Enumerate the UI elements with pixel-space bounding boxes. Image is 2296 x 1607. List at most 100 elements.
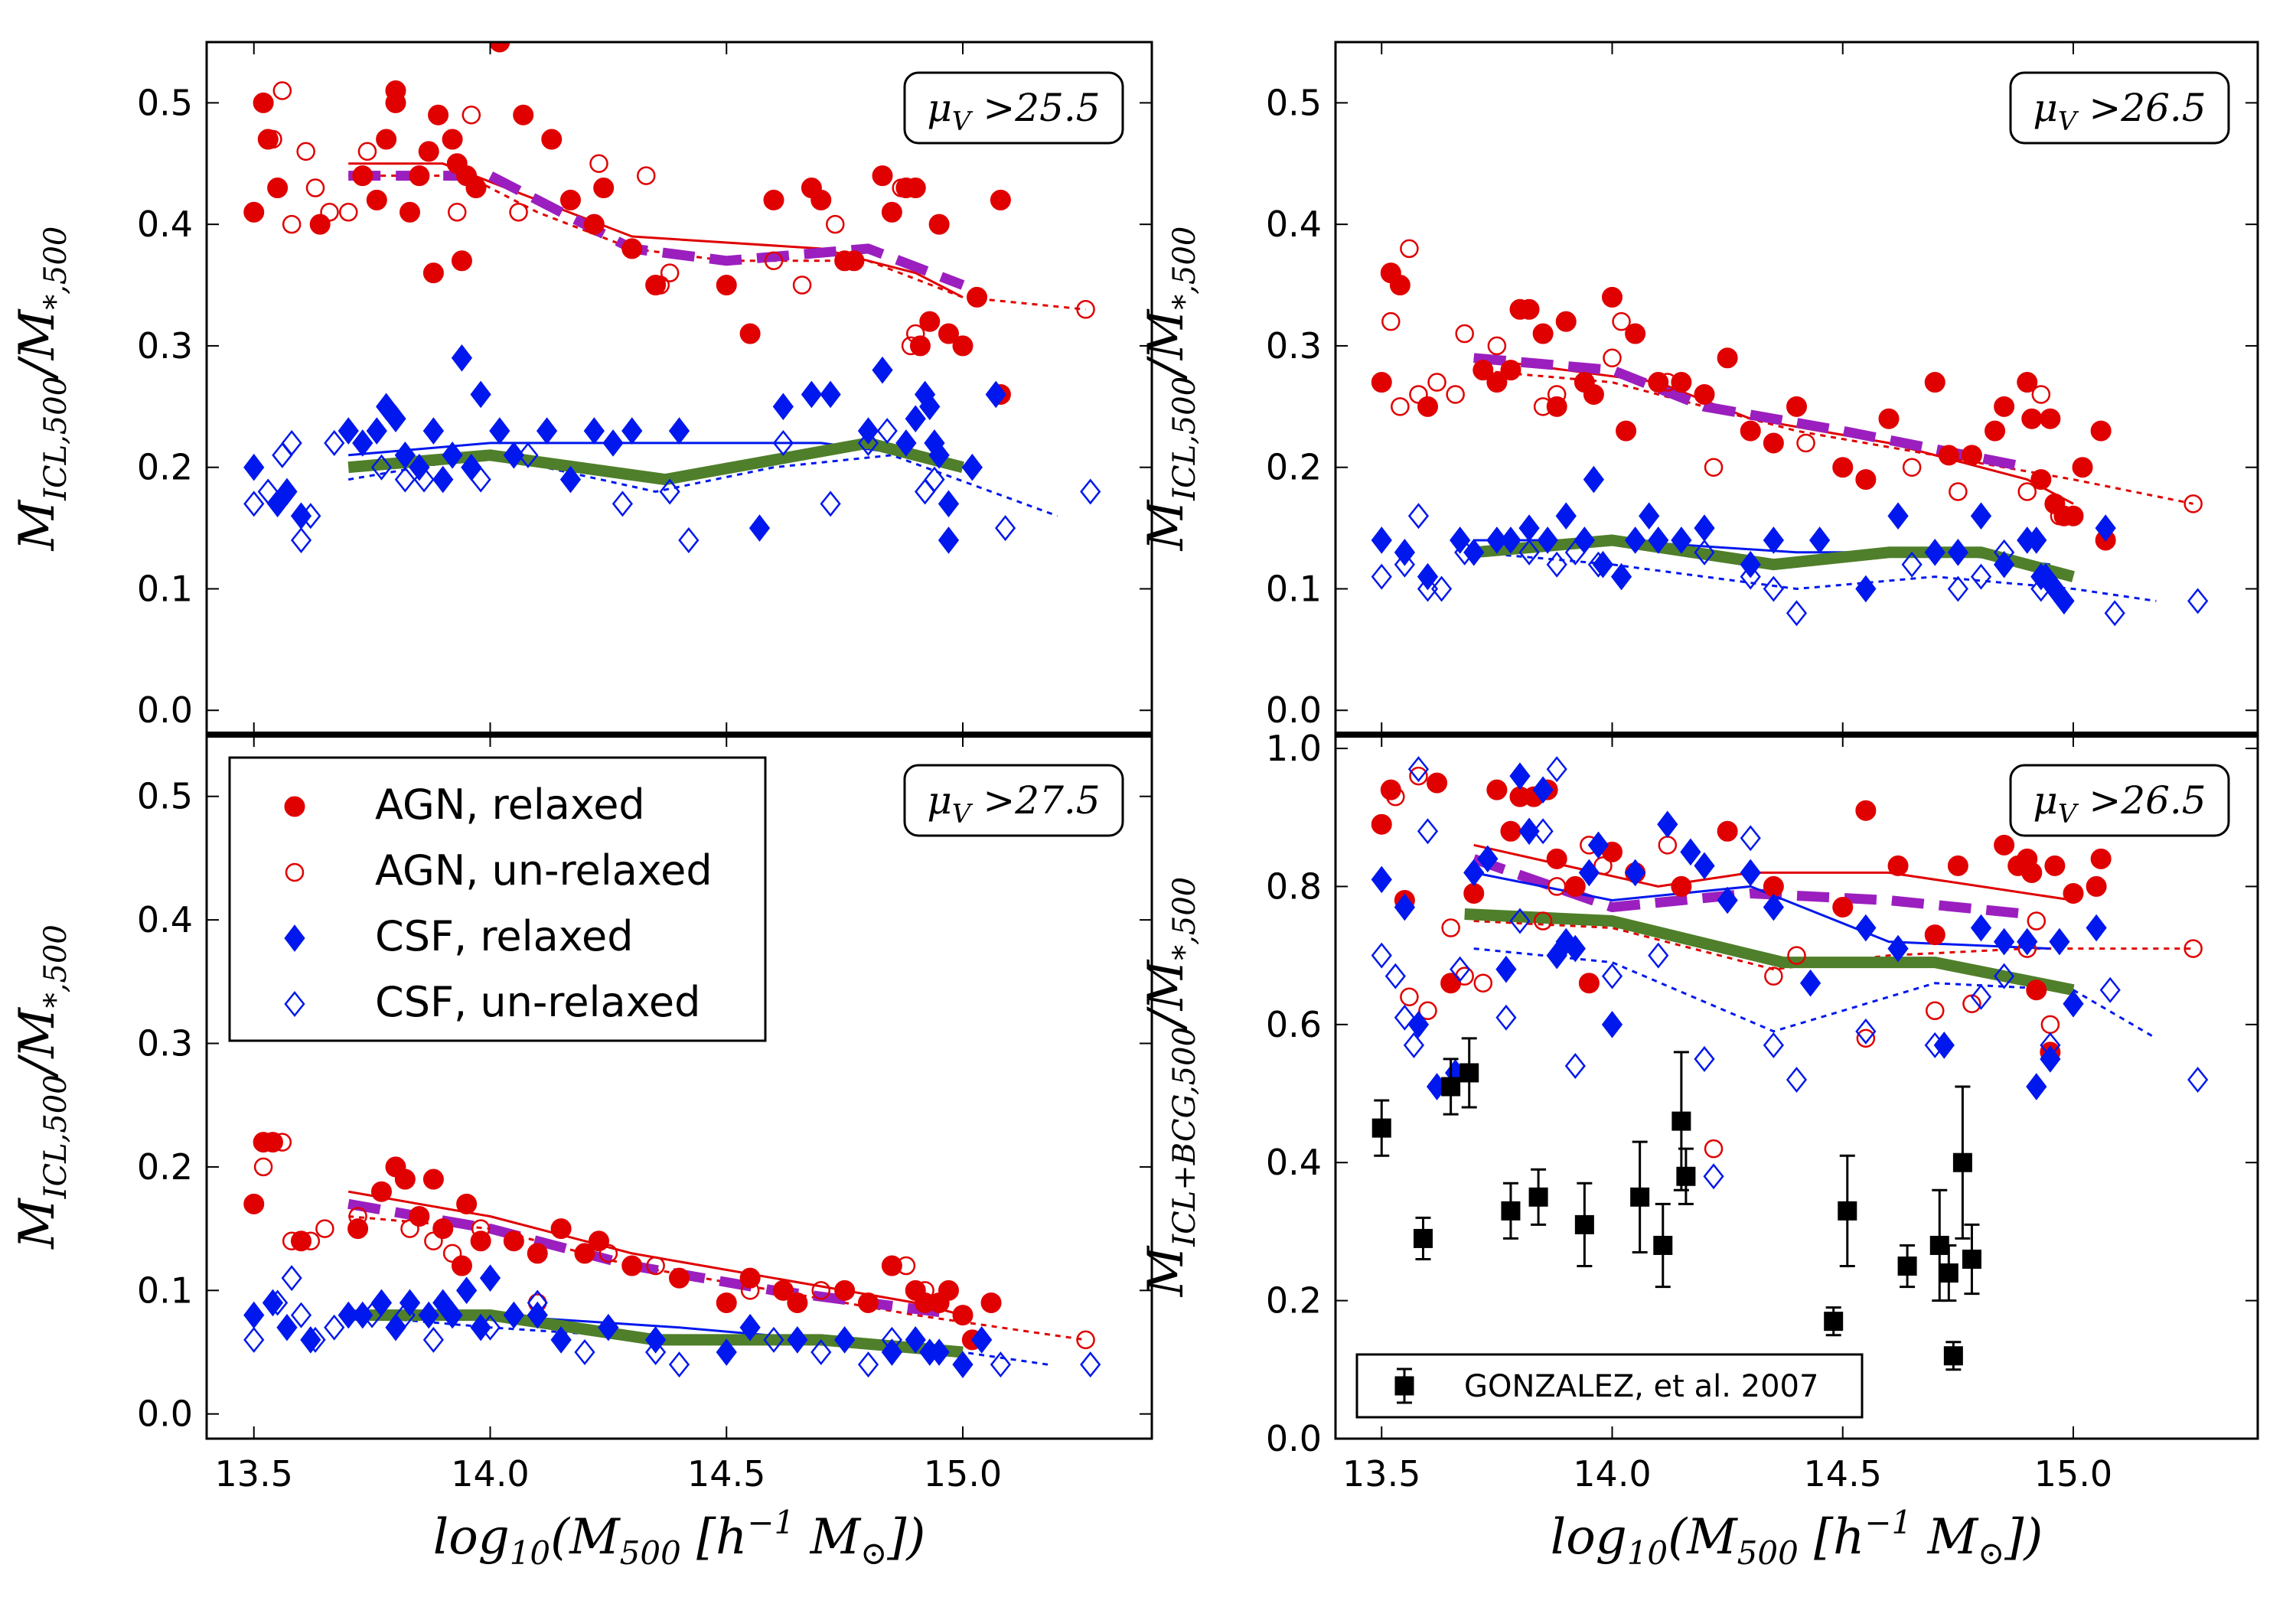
data-point [276,1313,298,1341]
data-point [1694,383,1715,405]
data-point [901,336,921,356]
y-tick-label: 0.2 [1266,447,1322,488]
data-point [1832,896,1854,918]
agn-unrelaxed-line [348,1215,1086,1341]
data-point [243,453,265,481]
agn-relaxed-line [1473,357,2074,505]
data-point [748,514,771,542]
data-point [990,189,1011,210]
legend-box [228,756,767,1042]
data-point [1518,539,1540,566]
data-point [451,344,473,372]
data-point [1371,372,1392,393]
legend-label: CSF, relaxed [375,912,634,960]
data-point [990,1351,1012,1378]
y-tick-label: 0.4 [1266,1142,1322,1183]
data-point [1080,1351,1101,1378]
data-point [272,1133,292,1152]
data-point [1657,810,1678,839]
x-tick-label: 15.0 [2034,1453,2112,1495]
data-point [1630,1187,1650,1207]
data-point [1694,1045,1715,1072]
data-point [621,238,643,259]
data-point [1371,563,1392,590]
data-point [1400,987,1419,1006]
data-point [448,203,467,222]
data-point [309,214,331,235]
data-point [1371,1118,1391,1138]
data-point [810,189,832,210]
data-point [668,417,690,445]
data-point [1887,934,1909,963]
data-point [1994,539,2015,566]
data-point [2026,1073,2047,1100]
data-point [1564,934,1586,963]
data-point [1080,478,1101,505]
data-point [1500,526,1521,554]
data-point [1704,458,1724,477]
data-point [470,380,491,409]
legend-box [1355,1353,1864,1419]
data-point [461,106,481,125]
y-tick-label: 0.4 [137,204,193,245]
data-point [257,478,279,505]
data-point [1459,1063,1479,1083]
data-point [1787,946,1806,965]
data-point [1486,372,1508,393]
data-point [455,1276,478,1305]
series-agn-relaxed [1371,262,2116,551]
data-point [2026,980,2047,1001]
data-point [763,189,784,210]
data-point [2049,927,2070,956]
data-point [1440,973,1462,994]
data-point [422,1169,444,1190]
data-point [2090,420,2112,442]
data-point [1947,575,1968,602]
data-point [2017,372,2038,393]
data-point [994,515,1016,542]
data-point [834,1279,856,1301]
data-point [645,275,667,296]
data-point [1371,813,1392,835]
data-point [1546,756,1567,783]
legend: AGN, relaxed AGN, un-relaxed CSF, relaxed C… [228,756,767,1042]
y-tick-label: 0.0 [1266,689,1322,731]
data-point [418,141,439,162]
data-point [1546,848,1567,869]
data-point [1371,865,1392,894]
data-point [541,129,563,150]
data-point [2040,1015,2060,1035]
data-point [826,214,845,234]
data-point [338,1301,359,1329]
data-point [272,442,293,468]
data-point [253,92,274,113]
data-point [598,1313,619,1341]
panel-top-right: 0.0 0.1 0.2 0.3 0.4 0.5 μV >26.5 MICL,500/M*,50… [1138,41,2259,736]
data-point [409,165,430,187]
data-point [739,1313,761,1341]
badge-box [903,764,1124,837]
data-point [985,380,1006,409]
data-point [400,201,421,223]
data-point [2063,505,2084,526]
data-point [1671,526,1692,554]
data-point [961,453,983,481]
x-tick-label: 14.5 [687,1453,765,1495]
y-tick-label: 0.2 [137,447,193,488]
y-axis-label: MICL,500/M*,500 [9,227,73,552]
data-point [1555,311,1577,332]
data-point [361,1302,383,1328]
data-point [574,1243,595,1264]
data-point [583,417,605,445]
data-point [503,1231,524,1252]
y-tick-label: 0.0 [1266,1418,1322,1459]
data-point [1384,963,1406,989]
data-point [1610,562,1632,591]
badge-box [903,71,1124,145]
data-point [1564,875,1586,897]
data-point [1799,969,1821,997]
data-point [1808,526,1831,554]
data-point [339,203,358,222]
data-point [479,1314,501,1341]
data-point [470,466,491,493]
